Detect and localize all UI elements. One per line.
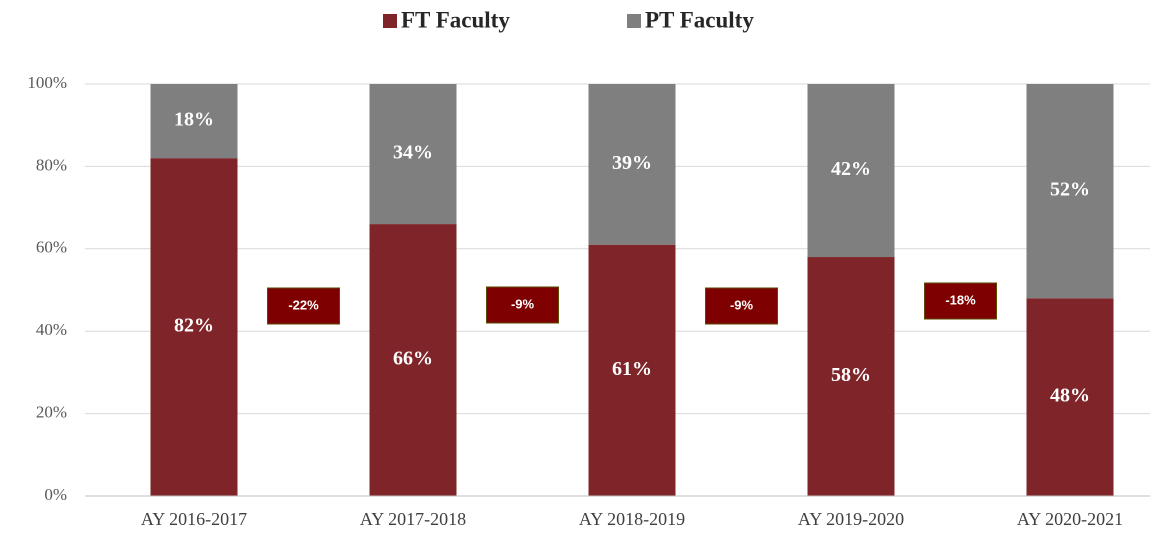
value-label: 66% <box>393 348 433 370</box>
y-tick-label: 40% <box>36 320 67 339</box>
annotation-text: -18% <box>945 292 976 307</box>
bar-segment <box>1026 298 1114 496</box>
value-label: 39% <box>612 152 652 174</box>
bar-segment <box>588 244 676 496</box>
annotation-text: -22% <box>288 297 319 312</box>
y-tick-label: 0% <box>44 485 67 504</box>
value-label: 34% <box>393 142 433 164</box>
x-tick-label: AY 2016-2017 <box>141 509 247 529</box>
y-tick-label: 80% <box>36 155 67 174</box>
annotation-box <box>267 287 340 325</box>
value-label: 58% <box>831 364 871 386</box>
legend-swatch <box>627 14 641 28</box>
bar-segment <box>150 84 238 159</box>
legend-label: FT Faculty <box>401 7 510 32</box>
x-tick-label: AY 2020-2021 <box>1017 509 1123 529</box>
value-label: 52% <box>1050 179 1090 201</box>
x-tick-label: AY 2018-2019 <box>579 509 685 529</box>
bar-segment <box>807 257 895 496</box>
annotation-box <box>486 286 559 324</box>
y-tick-label: 20% <box>36 403 67 422</box>
value-label: 48% <box>1050 385 1090 407</box>
annotation-box <box>705 287 778 325</box>
bar-segment <box>1026 84 1114 299</box>
bar-segment <box>588 84 676 245</box>
bar-segment <box>369 224 457 496</box>
annotation-text: -9% <box>730 297 754 312</box>
y-tick-label: 100% <box>27 73 67 92</box>
legend-label: PT Faculty <box>645 7 754 32</box>
bar-segment <box>150 158 238 496</box>
annotation-text: -9% <box>511 296 535 311</box>
value-label: 42% <box>831 158 871 180</box>
bar-segment <box>369 84 457 225</box>
x-tick-label: AY 2017-2018 <box>360 509 466 529</box>
value-label: 82% <box>174 315 214 337</box>
x-tick-label: AY 2019-2020 <box>798 509 904 529</box>
value-label: 61% <box>612 358 652 380</box>
y-tick-label: 60% <box>36 238 67 257</box>
value-label: 18% <box>174 109 214 131</box>
bar-segment <box>807 84 895 258</box>
annotation-box <box>924 282 997 320</box>
legend-swatch <box>383 14 397 28</box>
